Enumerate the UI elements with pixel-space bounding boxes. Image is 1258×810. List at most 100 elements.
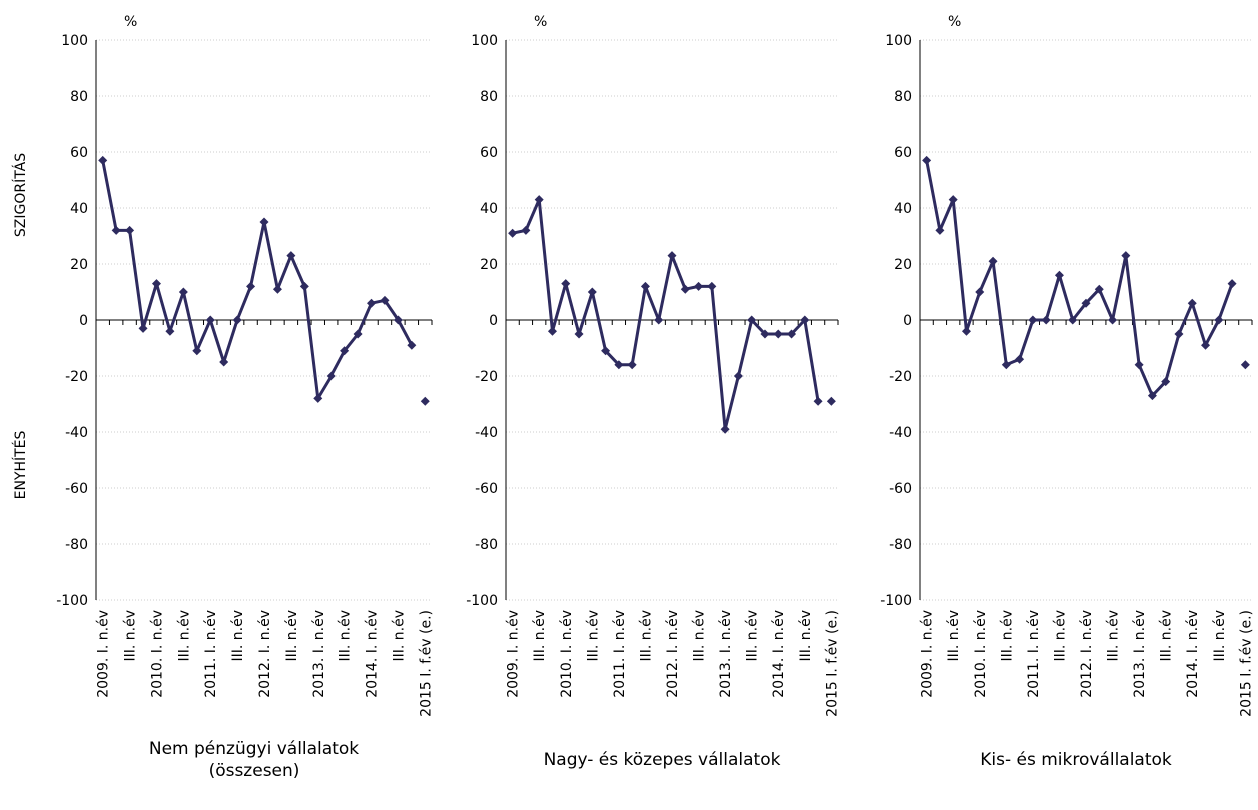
- marker: [826, 396, 836, 406]
- marker: [747, 315, 757, 325]
- marker: [787, 329, 797, 339]
- y-label-top: SZIGORÍTÁS: [12, 153, 29, 237]
- x-tick-label: III. n.év: [1106, 610, 1122, 662]
- y-tick-label: 80: [70, 89, 88, 105]
- y-tick-label: 20: [480, 257, 498, 273]
- marker: [975, 287, 985, 297]
- marker: [1054, 270, 1064, 280]
- marker: [1240, 360, 1250, 370]
- marker: [707, 281, 717, 291]
- marker: [1187, 298, 1197, 308]
- y-tick-label: -100: [466, 593, 498, 609]
- y-tick-label: 40: [894, 201, 912, 217]
- y-tick-label: 100: [471, 33, 498, 49]
- x-tick-label: 2009. I. n.év: [506, 610, 522, 698]
- marker: [407, 340, 417, 350]
- marker: [259, 217, 269, 227]
- marker: [601, 346, 611, 356]
- chart-title: Kis- és mikrovállalatok: [980, 750, 1172, 770]
- series-line: [512, 198, 820, 431]
- y-tick-label: 60: [70, 145, 88, 161]
- x-tick-label: 2011. I. n.év: [203, 610, 219, 698]
- y-tick-label: -100: [56, 593, 88, 609]
- marker: [326, 371, 336, 381]
- y-label-bottom: ENYHÍTÉS: [12, 430, 29, 499]
- x-tick-label: 2012. I. n.év: [665, 610, 681, 698]
- marker: [1094, 284, 1104, 294]
- marker: [1121, 251, 1131, 261]
- x-tick-label: 2013. I. n.év: [718, 610, 734, 698]
- x-tick-label: 2011. I. n.év: [612, 610, 628, 698]
- x-tick-label: 2015 I. f.év (e.): [824, 610, 840, 717]
- marker: [640, 281, 650, 291]
- marker: [574, 329, 584, 339]
- x-tick-label: III. n.év: [745, 610, 761, 662]
- x-tick-label: 2014. I. n.év: [365, 610, 381, 698]
- x-tick-label: 2014. I. n.év: [1185, 610, 1201, 698]
- x-tick-label: 2011. I. n.év: [1026, 610, 1042, 698]
- marker: [800, 315, 810, 325]
- y-tick-label: -60: [475, 481, 498, 497]
- x-tick-label: III. n.év: [585, 610, 601, 662]
- marker: [246, 281, 256, 291]
- x-tick-label: 2014. I. n.év: [771, 610, 787, 698]
- marker: [988, 256, 998, 266]
- y-tick-label: 100: [885, 33, 912, 49]
- marker: [654, 315, 664, 325]
- x-tick-label: 2009. I. n.év: [96, 610, 112, 698]
- marker: [922, 155, 932, 165]
- marker: [813, 396, 823, 406]
- marker: [1068, 315, 1078, 325]
- x-tick-label: 2013. I. n.év: [1132, 610, 1148, 698]
- marker: [935, 225, 945, 235]
- marker: [614, 360, 624, 370]
- marker: [1041, 315, 1051, 325]
- x-tick-label: III. n.év: [999, 610, 1015, 662]
- y-tick-label: 80: [480, 89, 498, 105]
- marker: [111, 225, 121, 235]
- y-tick-label: 20: [894, 257, 912, 273]
- marker: [286, 251, 296, 261]
- y-tick-label: 40: [70, 201, 88, 217]
- marker: [1214, 315, 1224, 325]
- x-tick-label: III. n.év: [798, 610, 814, 662]
- marker: [1161, 377, 1171, 387]
- y-tick-label: -20: [475, 369, 498, 385]
- x-tick-label: 2015 I. f.év (e.): [418, 610, 434, 717]
- x-tick-label: III. n.év: [230, 610, 246, 662]
- x-tick-label: III. n.év: [638, 610, 654, 662]
- marker: [299, 281, 309, 291]
- chart-title: Nagy- és közepes vállalatok: [543, 750, 781, 770]
- marker: [587, 287, 597, 297]
- y-tick-label: -20: [65, 369, 88, 385]
- marker: [420, 396, 430, 406]
- y-tick-label: 80: [894, 89, 912, 105]
- y-tick-label: -40: [65, 425, 88, 441]
- marker: [219, 357, 229, 367]
- y-tick-label: -80: [65, 537, 88, 553]
- marker: [353, 329, 363, 339]
- marker: [192, 346, 202, 356]
- unit-label: %: [534, 14, 547, 30]
- marker: [547, 326, 557, 336]
- y-tick-label: -100: [880, 593, 912, 609]
- y-tick-label: -60: [65, 481, 88, 497]
- y-tick-label: -40: [889, 425, 912, 441]
- marker: [694, 281, 704, 291]
- marker: [1147, 391, 1157, 401]
- marker: [205, 315, 215, 325]
- x-tick-label: 2010. I. n.év: [149, 610, 165, 698]
- x-tick-label: III. n.év: [692, 610, 708, 662]
- marker: [165, 326, 175, 336]
- marker: [680, 284, 690, 294]
- marker: [627, 360, 637, 370]
- y-tick-label: -60: [889, 481, 912, 497]
- y-tick-label: -20: [889, 369, 912, 385]
- y-tick-label: 40: [480, 201, 498, 217]
- marker: [1174, 329, 1184, 339]
- x-tick-label: III. n.év: [1212, 610, 1228, 662]
- x-tick-label: 2015 I. f.év (e.): [1238, 610, 1254, 717]
- unit-label: %: [124, 14, 137, 30]
